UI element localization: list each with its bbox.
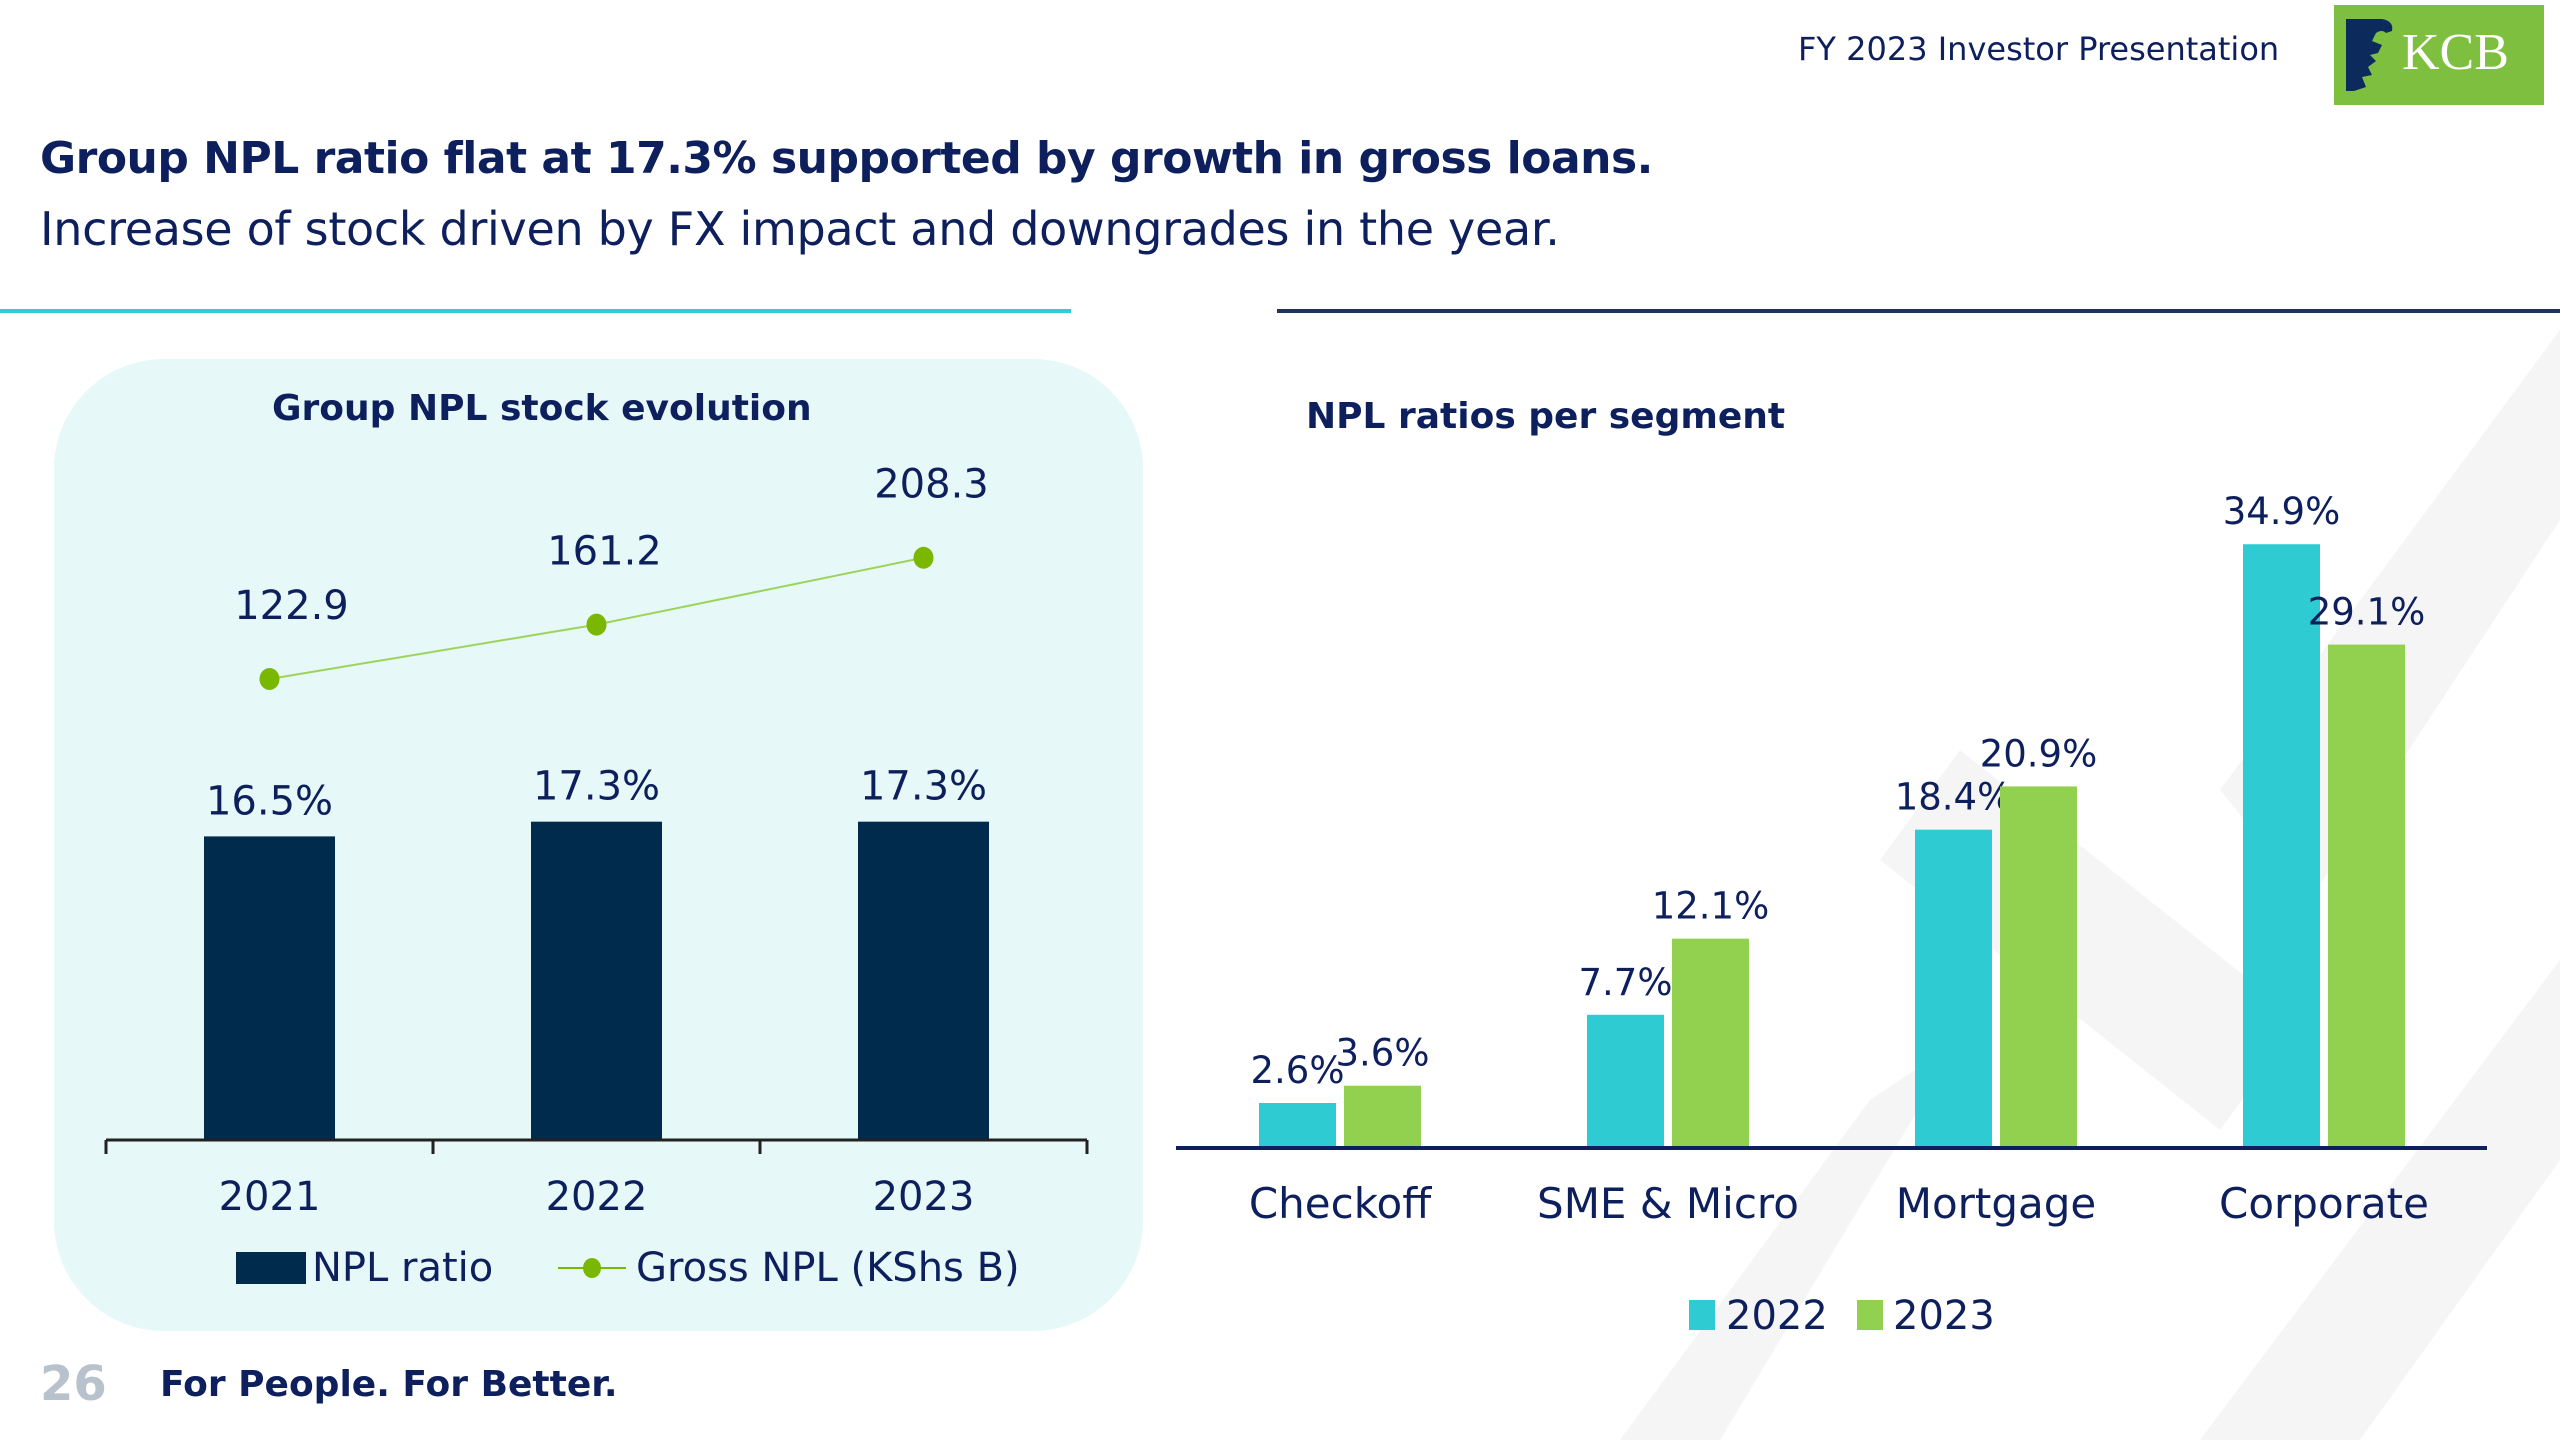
legend-label-gross-npl: Gross NPL (KShs B) (636, 1245, 1020, 1291)
divider-left (0, 309, 1071, 313)
bar-npl-ratio-2021 (204, 836, 335, 1140)
data-label-mortgage-2022: 18.4% (1895, 776, 2013, 819)
data-label-checkoff-2023: 3.6% (1336, 1032, 1430, 1075)
x-tick-label-corporate: Corporate (2219, 1179, 2429, 1228)
x-tick-label-checkoff: Checkoff (1249, 1179, 1432, 1228)
legend-swatch-2022 (1689, 1300, 1715, 1330)
data-label-sme-micro-2022: 7.7% (1579, 961, 1673, 1004)
data-label-gross-npl-2022: 161.2 (547, 529, 662, 575)
data-label-npl-ratio-2022: 17.3% (533, 764, 660, 810)
point-gross-npl-2021 (259, 668, 280, 690)
x-tick-label-mortgage: Mortgage (1896, 1179, 2097, 1228)
presentation-title: FY 2023 Investor Presentation (1798, 30, 2280, 68)
page-subheadline: Increase of stock driven by FX impact an… (40, 202, 1560, 256)
bar-checkoff-2022 (1259, 1103, 1336, 1148)
point-gross-npl-2022 (586, 613, 607, 636)
bar-mortgage-2023 (2000, 786, 2077, 1148)
segment-chart-title: NPL ratios per segment (1306, 396, 1786, 437)
data-label-sme-micro-2023: 12.1% (1652, 885, 1770, 928)
kcb-logo: KCB (2334, 5, 2544, 105)
data-label-gross-npl-2021: 122.9 (234, 583, 349, 629)
bar-npl-ratio-2022 (531, 821, 662, 1140)
legend-label-npl-ratio: NPL ratio (312, 1245, 493, 1291)
x-tick-label-sme-micro: SME & Micro (1537, 1179, 1799, 1228)
logo-text: KCB (2402, 24, 2509, 81)
x-tick-label-2023: 2023 (873, 1174, 975, 1220)
legend-swatch-npl-ratio (236, 1252, 306, 1284)
x-tick-label-2022: 2022 (546, 1174, 648, 1220)
legend-label-2023: 2023 (1893, 1293, 1995, 1339)
data-label-checkoff-2022: 2.6% (1251, 1049, 1345, 1092)
legend-marker-gross-npl (583, 1258, 601, 1278)
x-tick-label-2021: 2021 (219, 1174, 321, 1220)
bar-npl-ratio-2023 (858, 821, 989, 1140)
data-label-corporate-2023: 29.1% (2308, 591, 2426, 634)
footer-tagline: For People. For Better. (160, 1364, 618, 1405)
npl-stock-chart-title: Group NPL stock evolution (272, 388, 812, 429)
data-label-npl-ratio-2021: 16.5% (206, 778, 333, 824)
data-label-mortgage-2023: 20.9% (1980, 732, 2098, 775)
bar-corporate-2022 (2243, 544, 2320, 1148)
data-label-gross-npl-2023: 208.3 (874, 462, 989, 508)
legend-swatch-2023 (1857, 1300, 1883, 1330)
bar-corporate-2023 (2328, 644, 2405, 1148)
bar-checkoff-2023 (1344, 1085, 1421, 1148)
bar-sme-micro-2022 (1587, 1014, 1664, 1148)
data-label-npl-ratio-2023: 17.3% (860, 764, 987, 810)
lion-head-icon (2346, 19, 2393, 91)
divider-right (1277, 309, 2560, 313)
point-gross-npl-2023 (913, 546, 934, 569)
bar-mortgage-2022 (1915, 829, 1992, 1148)
data-label-corporate-2022: 34.9% (2223, 490, 2341, 533)
bar-sme-micro-2023 (1672, 938, 1749, 1148)
legend-label-2022: 2022 (1726, 1293, 1828, 1339)
page-headline: Group NPL ratio flat at 17.3% supported … (40, 133, 1653, 184)
page-number: 26 (40, 1356, 107, 1412)
